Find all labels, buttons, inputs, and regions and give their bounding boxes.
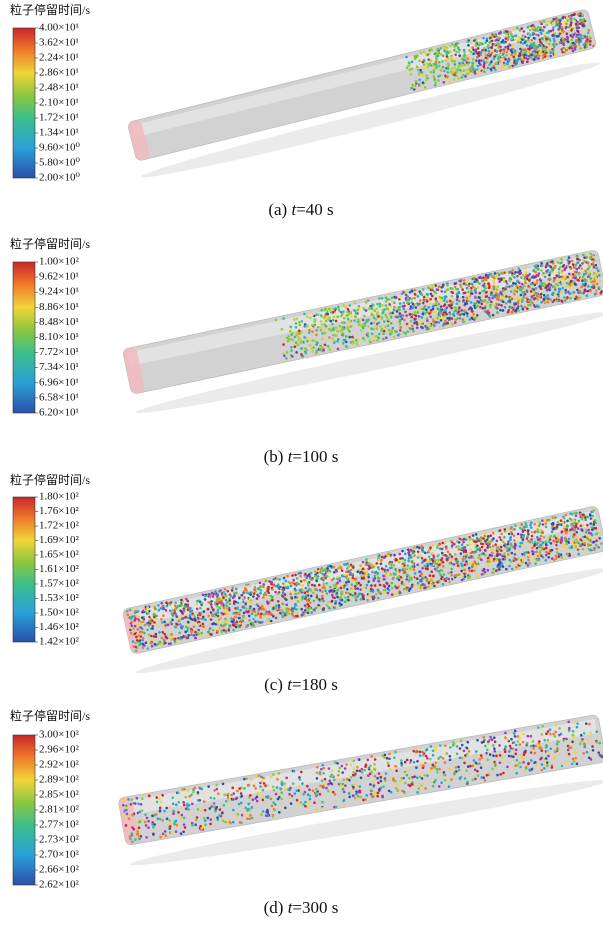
colorbar-label: 3.62×10¹ [39,37,79,49]
colorbar-label: 9.24×10¹ [39,286,79,298]
colorbar-label: 1.76×10² [39,505,79,517]
panel: 粒子停留时间/s 1.00×10² 9.62×10¹ 9.24×10¹ 8.86×10¹… [10,236,603,466]
caption-value: =40 s [296,200,333,219]
colorbar-label: 8.10×10¹ [39,331,79,343]
tube [118,714,603,872]
caption-label: (b) [264,447,284,466]
caption: (a) t=40 s [268,200,333,219]
caption-value: =100 s [292,447,338,466]
panel: 粒子停留时间/s 1.80×10² 1.76×10² 1.72×10² 1.69×10²… [10,472,603,694]
colorbar-label: 2.73×10² [39,834,79,846]
colorbar-label: 3.00×10² [39,729,79,741]
colorbar-label: 2.66×10² [39,864,79,876]
colorbar-label: 6.58×10¹ [39,391,79,403]
caption-label: (c) [264,675,283,694]
colorbar-label: 1.42×10² [39,636,79,648]
colorbar-label: 2.24×10¹ [39,52,79,64]
colorbar-label: 6.96×10¹ [39,376,79,388]
tube [127,9,602,185]
colorbar-label: 1.61×10² [39,563,79,575]
colorbar-label: 1.72×10² [39,520,79,532]
colorbar-label: 1.65×10² [39,549,79,561]
tube [122,249,603,420]
colorbar-label: 1.69×10² [39,534,79,546]
colorbar-label: 4.00×10¹ [39,22,79,34]
colorbar-label: 1.53×10² [39,592,79,604]
colorbar-label: 1.80×10² [39,491,79,503]
colorbar [13,735,35,885]
legend-title: 粒子停留时间/s [10,2,90,17]
legend-title: 粒子停留时间/s [10,708,90,723]
colorbar-label: 2.10×10¹ [39,97,79,109]
colorbar-label: 9.60×10⁰ [39,142,80,154]
figure: 粒子停留时间/s 4.00×10¹ 3.62×10¹ 2.24×10¹ 2.86×10¹… [0,0,603,924]
colorbar [13,497,35,642]
colorbar-label: 1.00×10² [39,256,79,268]
caption: (c) t=180 s [264,675,338,694]
colorbar-label: 2.86×10¹ [39,67,79,79]
colorbar-label: 1.57×10² [39,578,79,590]
tube [122,506,603,681]
colorbar-label: 2.62×10² [39,879,79,891]
colorbar-label: 7.72×10¹ [39,346,79,358]
legend-title: 粒子停留时间/s [10,472,90,487]
colorbar-label: 6.20×10¹ [39,407,79,419]
colorbar-label: 2.00×10⁰ [39,172,80,184]
colorbar-label: 2.77×10² [39,819,79,831]
colorbar-label: 1.72×10¹ [39,112,79,124]
caption: (b) t=100 s [264,447,339,466]
legend-title: 粒子停留时间/s [10,236,90,251]
colorbar-label: 2.70×10² [39,849,79,861]
colorbar-label: 8.48×10¹ [39,316,79,328]
colorbar-label: 1.50×10² [39,607,79,619]
colorbar-label: 5.80×10⁰ [39,157,80,169]
caption-value: =180 s [292,675,338,694]
panel: 粒子停留时间/s 4.00×10¹ 3.62×10¹ 2.24×10¹ 2.86×10¹… [10,2,603,219]
colorbar-label: 1.46×10² [39,621,79,633]
colorbar-label: 2.96×10² [39,744,79,756]
colorbar-label: 2.81×10² [39,804,79,816]
colorbar [13,262,35,413]
panel: 粒子停留时间/s 3.00×10² 2.96×10² 2.92×10² 2.89×10²… [10,708,603,917]
colorbar-label: 2.92×10² [39,759,79,771]
colorbar-label: 9.62×10¹ [39,271,79,283]
caption-label: (a) [268,200,287,219]
colorbar-label: 2.85×10² [39,789,79,801]
colorbar-label: 2.89×10² [39,774,79,786]
colorbar [13,28,35,178]
colorbar-label: 1.34×10¹ [39,127,79,139]
colorbar-label: 8.86×10¹ [39,301,79,313]
colorbar-label: 2.48×10¹ [39,82,79,94]
colorbar-label: 7.34×10¹ [39,361,79,373]
